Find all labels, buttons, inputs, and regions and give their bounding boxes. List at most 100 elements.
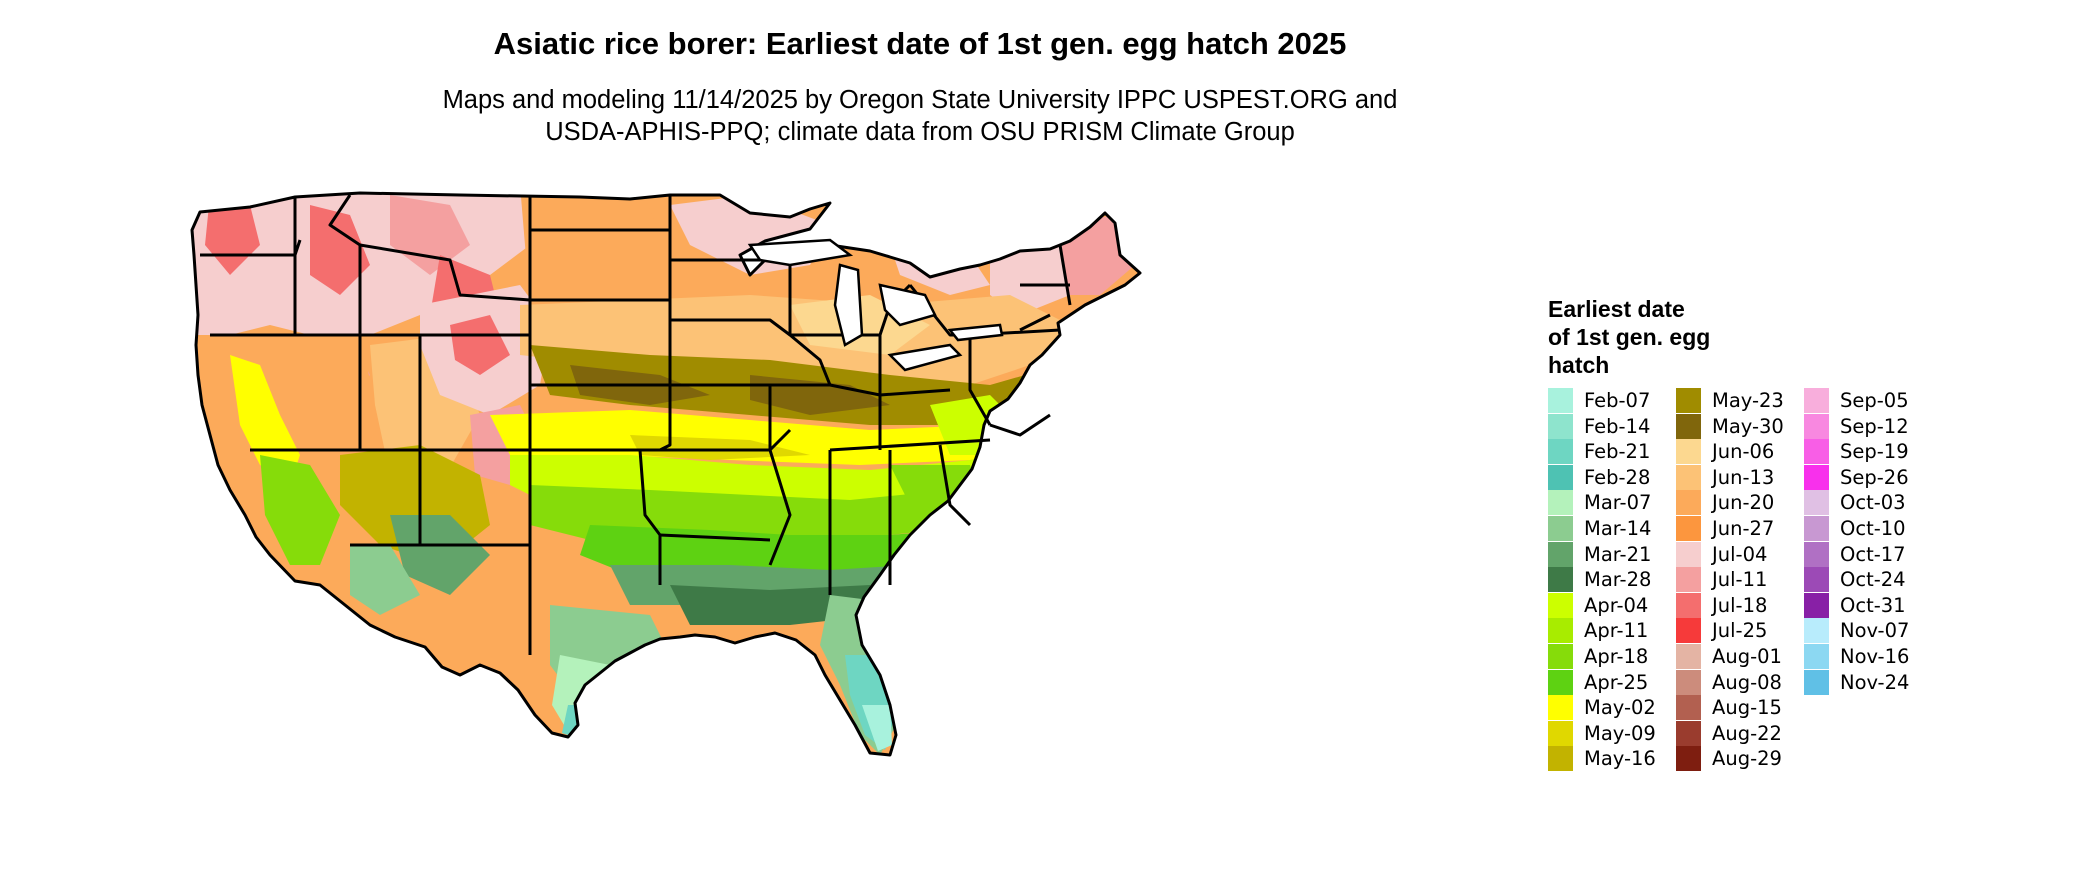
us-degree-day-map [190, 191, 1142, 757]
legend-item: Sep-19 [1804, 439, 1934, 465]
chart-title: Asiatic rice borer: Earliest date of 1st… [493, 26, 1347, 61]
legend-label: Sep-05 [1840, 389, 1909, 412]
legend-item: May-16 [1548, 746, 1678, 772]
legend-swatch [1804, 669, 1829, 695]
legend-swatch [1676, 644, 1701, 669]
legend-item: May-30 [1676, 413, 1806, 439]
legend-label: Oct-17 [1840, 542, 1906, 566]
legend-swatch [1676, 516, 1701, 541]
legend-label: May-16 [1584, 747, 1656, 771]
legend-label: Oct-24 [1840, 568, 1906, 592]
legend-swatch [1548, 464, 1573, 490]
legend-swatch [1676, 464, 1701, 490]
legend-label: Apr-11 [1584, 619, 1649, 643]
legend-swatch [1676, 541, 1701, 567]
legend-item: Oct-03 [1804, 490, 1934, 516]
legend-swatch [1676, 695, 1701, 721]
legend-swatch [1804, 490, 1829, 516]
legend-swatch [1804, 464, 1829, 490]
subtitle-line-2: USDA-APHIS-PPQ; climate data from OSU PR… [545, 118, 1295, 146]
legend-item: Feb-14 [1548, 413, 1678, 439]
legend-label: Oct-03 [1840, 491, 1906, 515]
legend-item: Oct-17 [1804, 541, 1934, 567]
legend-swatch [1548, 541, 1573, 567]
legend-item: Jul-25 [1676, 618, 1806, 644]
legend-item: Jul-11 [1676, 567, 1806, 593]
legend-swatch [1804, 516, 1829, 541]
legend-swatch [1676, 592, 1701, 618]
legend-swatch [1548, 644, 1573, 669]
legend-swatch [1804, 592, 1829, 618]
legend-swatch [1548, 669, 1573, 695]
legend-label: Apr-18 [1584, 645, 1649, 668]
legend-swatch [1676, 490, 1701, 516]
legend-label: Sep-19 [1840, 440, 1909, 464]
legend-label: Mar-28 [1584, 568, 1652, 592]
legend-swatch [1548, 567, 1573, 593]
legend-label: Jul-11 [1712, 568, 1768, 592]
legend-label: Mar-14 [1584, 517, 1652, 540]
legend-swatch [1804, 567, 1829, 593]
legend-item: Aug-29 [1676, 746, 1806, 772]
legend-swatch [1676, 388, 1701, 413]
legend-item: May-09 [1548, 720, 1678, 746]
legend-label: Feb-14 [1584, 414, 1651, 438]
legend-item: May-23 [1676, 388, 1806, 413]
legend-swatch [1676, 618, 1701, 644]
legend-swatch [1676, 567, 1701, 593]
legend-swatch [1548, 746, 1573, 772]
legend-item: Feb-07 [1548, 388, 1678, 413]
legend-item: Nov-24 [1804, 669, 1934, 695]
legend-item: Aug-01 [1676, 644, 1806, 669]
legend-swatch [1548, 413, 1573, 439]
legend-swatch [1676, 746, 1701, 772]
legend-item: Oct-10 [1804, 516, 1934, 541]
legend-label: Nov-16 [1840, 645, 1910, 668]
legend-swatch [1548, 516, 1573, 541]
legend-item: Apr-04 [1548, 592, 1678, 618]
legend-label: Jun-06 [1712, 440, 1775, 464]
legend-label: Jul-25 [1712, 619, 1768, 643]
legend-item: Jul-04 [1676, 541, 1806, 567]
chart-subtitle: Maps and modeling 11/14/2025 by Oregon S… [0, 84, 1840, 148]
legend-swatch [1548, 592, 1573, 618]
legend-swatch [1676, 669, 1701, 695]
legend-label: Oct-31 [1840, 593, 1906, 617]
legend-swatch [1548, 490, 1573, 516]
legend-label: May-09 [1584, 721, 1656, 745]
legend-label: Jul-18 [1712, 593, 1768, 617]
legend-label: Aug-29 [1712, 747, 1782, 771]
legend-item: Nov-16 [1804, 644, 1934, 669]
legend-title-line-3: hatch [1548, 352, 1610, 378]
legend-label: Aug-22 [1712, 721, 1782, 745]
legend-item: Jun-27 [1676, 516, 1806, 541]
subtitle-line-1: Maps and modeling 11/14/2025 by Oregon S… [442, 86, 1398, 114]
legend-item: Jun-20 [1676, 490, 1806, 516]
legend-item: Jun-13 [1676, 464, 1806, 490]
legend-label: Jun-13 [1712, 465, 1775, 489]
legend-label: Apr-04 [1584, 593, 1649, 617]
legend-swatch [1676, 439, 1701, 465]
legend-label: Mar-21 [1584, 542, 1652, 566]
legend-label: Feb-21 [1584, 440, 1651, 464]
legend-item: Apr-11 [1548, 618, 1678, 644]
legend-item: Mar-07 [1548, 490, 1678, 516]
legend-item: Apr-25 [1548, 669, 1678, 695]
legend-swatch [1676, 720, 1701, 746]
legend-item: Jun-06 [1676, 439, 1806, 465]
legend-label: Nov-24 [1840, 670, 1910, 694]
legend-label: Aug-08 [1712, 670, 1782, 694]
legend-title-line-1: Earliest date [1548, 296, 1685, 322]
legend-swatch [1804, 439, 1829, 465]
legend-swatch [1548, 388, 1573, 413]
legend-label: Mar-07 [1584, 491, 1652, 515]
legend-item: Mar-21 [1548, 541, 1678, 567]
legend-label: Oct-10 [1840, 517, 1906, 540]
legend-item: Apr-18 [1548, 644, 1678, 669]
legend-item: Mar-14 [1548, 516, 1678, 541]
legend-item: Feb-21 [1548, 439, 1678, 465]
legend-swatch [1804, 413, 1829, 439]
legend-label: Feb-07 [1584, 389, 1651, 412]
legend-swatch [1804, 388, 1829, 413]
legend-swatch [1804, 541, 1829, 567]
